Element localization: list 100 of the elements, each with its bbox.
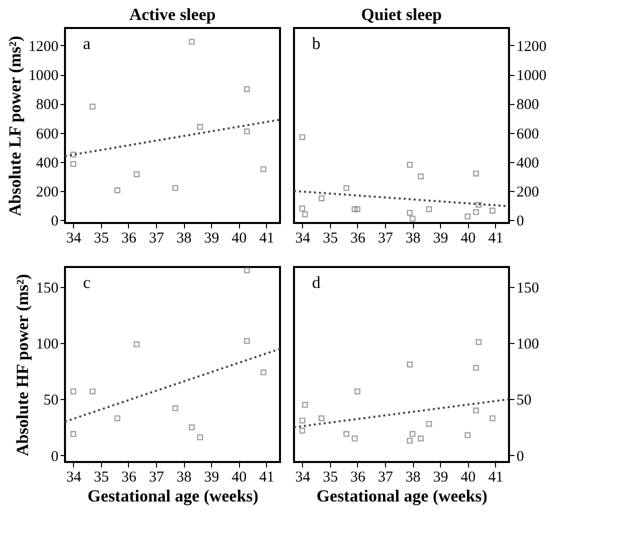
x-tick-label: 36 bbox=[121, 230, 137, 246]
y2-tick-label: 400 bbox=[516, 155, 539, 172]
annotation: b bbox=[312, 34, 320, 53]
point bbox=[197, 124, 204, 130]
point bbox=[188, 424, 195, 430]
point bbox=[352, 206, 358, 212]
x-axis-title: Gestational age (weeks) bbox=[88, 486, 258, 506]
point bbox=[70, 388, 76, 394]
y-tick-label: 100 bbox=[36, 336, 58, 353]
x-tick-label: 41 bbox=[259, 230, 274, 246]
point bbox=[406, 162, 413, 168]
point bbox=[188, 38, 195, 45]
x-tick-label: 38 bbox=[406, 470, 421, 486]
point bbox=[352, 436, 358, 442]
chart-title: Active sleep bbox=[129, 5, 216, 24]
y2-tick-label: 1000 bbox=[516, 68, 546, 84]
annotation: d bbox=[312, 273, 321, 292]
point bbox=[464, 214, 471, 220]
point bbox=[418, 436, 424, 442]
y-axis-title: Absolute LF power (ms²) bbox=[6, 36, 24, 216]
x-tick-label: 38 bbox=[406, 230, 421, 246]
point bbox=[302, 211, 308, 218]
point bbox=[114, 187, 120, 194]
x-tick-label: 37 bbox=[148, 230, 164, 246]
point bbox=[343, 185, 350, 192]
point bbox=[260, 369, 266, 376]
x-tick-label: 38 bbox=[176, 230, 192, 246]
point bbox=[354, 388, 360, 394]
point bbox=[70, 152, 76, 158]
point bbox=[318, 195, 325, 202]
point bbox=[406, 362, 413, 368]
x-tick-label: 39 bbox=[433, 470, 448, 486]
x-tick-label: 39 bbox=[204, 470, 220, 486]
point bbox=[244, 86, 250, 92]
y-tick-label: 600 bbox=[36, 126, 58, 142]
point bbox=[302, 402, 308, 408]
point bbox=[472, 364, 479, 371]
point bbox=[426, 420, 432, 427]
y2-tick-label: 1200 bbox=[516, 38, 546, 55]
x-axis-title: Gestational age (weeks) bbox=[316, 486, 488, 506]
point bbox=[406, 210, 413, 216]
annotation: c bbox=[83, 273, 91, 292]
x-tick-label: 37 bbox=[378, 230, 394, 246]
chart-title: Quiet sleep bbox=[361, 5, 442, 24]
annotation: a bbox=[83, 34, 91, 53]
point bbox=[476, 202, 482, 208]
x-tick-label: 40 bbox=[232, 470, 247, 486]
point bbox=[490, 415, 496, 422]
x-tick-label: 34 bbox=[66, 470, 82, 486]
x-tick-label: 41 bbox=[488, 230, 504, 246]
point bbox=[70, 431, 76, 437]
point bbox=[410, 431, 416, 437]
point bbox=[134, 341, 140, 348]
point bbox=[260, 166, 266, 172]
point bbox=[426, 206, 432, 212]
x-tick-label: 39 bbox=[204, 230, 220, 246]
point bbox=[406, 438, 413, 444]
point bbox=[299, 428, 306, 434]
x-tick-label: 35 bbox=[322, 230, 338, 246]
y-axis-title: Absolute HF power (ms²) bbox=[13, 274, 32, 456]
point bbox=[472, 209, 479, 216]
point bbox=[244, 338, 250, 344]
point bbox=[464, 432, 471, 438]
point bbox=[343, 431, 350, 437]
point bbox=[134, 171, 140, 178]
point bbox=[114, 415, 120, 422]
x-tick-label: 36 bbox=[121, 470, 137, 486]
x-tick-label: 40 bbox=[460, 470, 476, 486]
y2-tick-label: 100 bbox=[516, 336, 539, 353]
point bbox=[299, 418, 306, 424]
y-tick-label: 1000 bbox=[28, 68, 58, 84]
point bbox=[299, 134, 306, 140]
y-tick-label: 400 bbox=[36, 155, 58, 172]
point bbox=[172, 405, 178, 412]
y-tick-label: 0 bbox=[51, 448, 58, 465]
x-tick-label: 40 bbox=[460, 230, 476, 246]
point bbox=[410, 216, 416, 222]
x-tick-label: 34 bbox=[295, 470, 311, 486]
y-tick-label: 800 bbox=[36, 97, 58, 114]
y-tick-label: 50 bbox=[44, 392, 58, 409]
x-tick-label: 35 bbox=[322, 470, 338, 486]
point bbox=[244, 128, 250, 134]
y-tick-label: 200 bbox=[36, 184, 58, 200]
point bbox=[472, 408, 479, 414]
point bbox=[172, 185, 178, 192]
x-tick-label: 39 bbox=[433, 230, 448, 246]
y2-tick-label: 0 bbox=[516, 448, 524, 465]
point bbox=[476, 339, 482, 346]
point bbox=[70, 161, 76, 168]
point bbox=[90, 104, 96, 110]
x-tick-label: 34 bbox=[295, 230, 311, 246]
x-tick-label: 35 bbox=[94, 230, 109, 246]
point bbox=[354, 206, 360, 212]
x-tick-label: 34 bbox=[66, 230, 82, 246]
point bbox=[90, 388, 96, 394]
point bbox=[299, 206, 306, 212]
x-tick-label: 36 bbox=[350, 230, 366, 246]
x-tick-label: 37 bbox=[378, 470, 394, 486]
y2-tick-label: 600 bbox=[516, 126, 539, 142]
x-tick-label: 35 bbox=[94, 470, 109, 486]
